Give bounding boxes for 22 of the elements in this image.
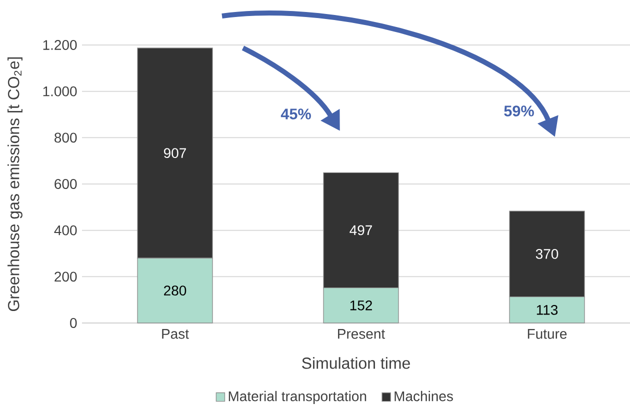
legend-label: Material transportation [228, 390, 366, 404]
x-tick-label: Future [528, 329, 567, 339]
y-tick-label: 200 [54, 272, 77, 282]
y-tick-label: 800 [54, 132, 77, 143]
data-label: 280 [164, 286, 186, 296]
x-tick-label: Past [162, 329, 189, 339]
annotation: 45% [280, 108, 311, 120]
y-tick-label: 1.200 [43, 40, 77, 50]
y-tick-label: 1.000 [43, 86, 77, 96]
data-label: 113 [536, 304, 558, 315]
y-tick-label: 400 [54, 225, 77, 236]
data-label: 497 [350, 225, 372, 236]
x-tick-label: Present [338, 329, 386, 339]
x-axis-title: Simulation time [302, 357, 410, 369]
legend-label: Machines [394, 390, 453, 402]
y-tick-label: 600 [54, 179, 77, 189]
data-label: 370 [536, 249, 558, 259]
data-label: 907 [164, 148, 186, 158]
y-tick-label: 0 [70, 318, 77, 328]
annotation: 59% [504, 106, 534, 116]
y-axis-title: Greenhouse gas emissions [t CO$_{2}$e] [8, 57, 22, 312]
data-label: 152 [350, 300, 372, 310]
